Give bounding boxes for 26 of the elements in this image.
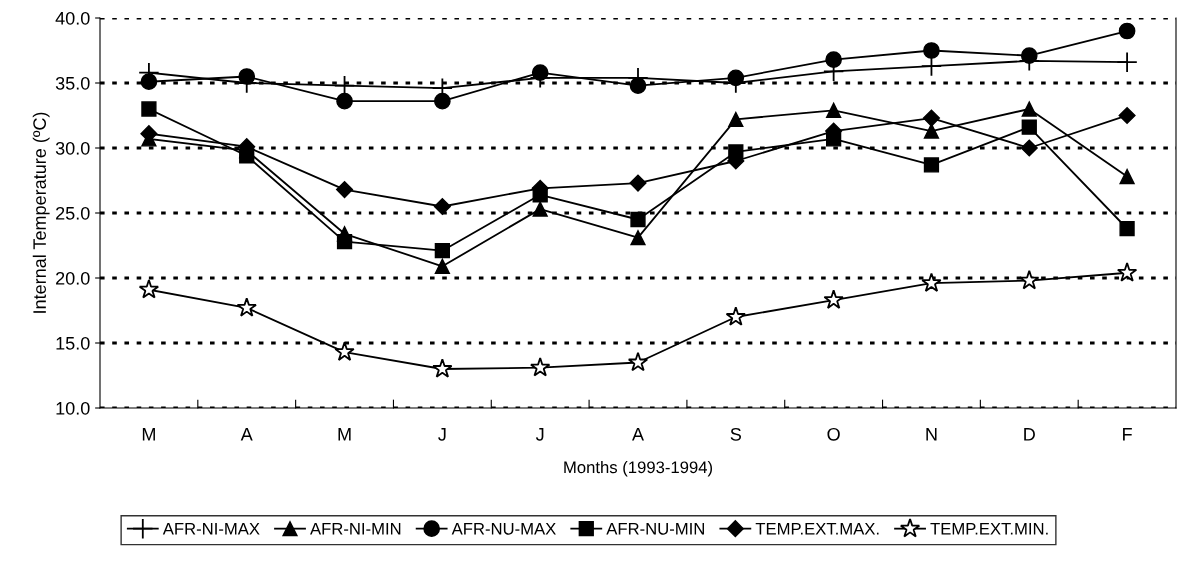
legend-label: AFR-NI-MAX	[162, 523, 260, 535]
y-tick-label: 40.0	[55, 11, 90, 25]
x-axis-title: Months (1993-1994)	[564, 460, 713, 477]
x-tick-label: M	[142, 428, 155, 441]
y-tick-label: 35.0	[55, 76, 90, 90]
x-tick-label: D	[1024, 428, 1035, 441]
x-tick-label: O	[827, 427, 840, 441]
x-tick-label: A	[240, 428, 253, 441]
y-tick-label: 25.0	[56, 206, 90, 220]
y-tick-label: 30.0	[55, 141, 90, 155]
x-tick-label: N	[926, 428, 937, 441]
x-tick-label: J	[535, 428, 544, 441]
x-tick-label: J	[438, 428, 446, 441]
x-tick-label: A	[632, 428, 644, 441]
legend-label: AFR-NU-MIN	[606, 523, 704, 535]
y-tick-label: 20.0	[56, 271, 90, 285]
x-tick-label: M	[338, 428, 351, 441]
legend-label: TEMP.EXT.MIN.	[930, 523, 1048, 535]
y-tick-label: 10.0	[56, 401, 90, 415]
y-axis-title: Internal Temperature (ºC)	[32, 112, 50, 313]
x-tick-label: F	[1123, 428, 1132, 441]
x-tick-label: S	[730, 427, 742, 441]
y-tick-label: 15.0	[56, 336, 90, 350]
legend-label: AFR-NI-MIN	[310, 523, 401, 535]
legend-label: AFR-NU-MAX	[451, 523, 556, 535]
legend-label: TEMP.EXT.MAX.	[755, 523, 879, 535]
